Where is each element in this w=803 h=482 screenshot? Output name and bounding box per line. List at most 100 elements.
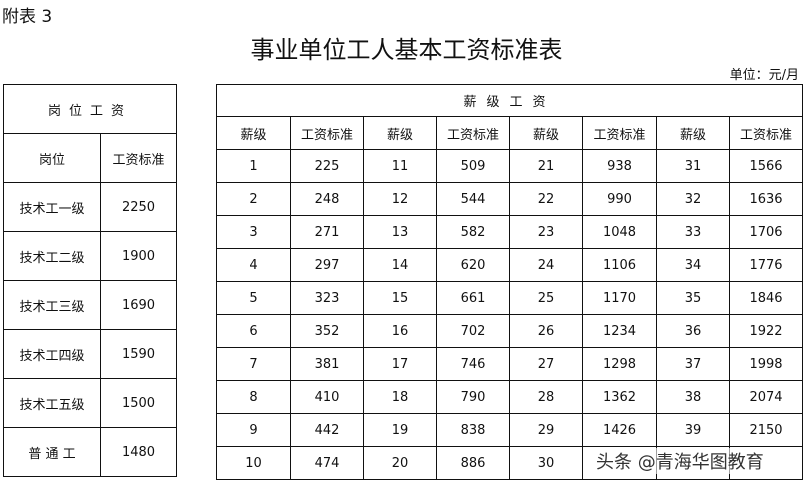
wage-cell: 1998: [729, 347, 803, 381]
grade-cell: 9: [216, 413, 291, 447]
table-row: 技术工四级 1590: [3, 329, 177, 379]
grade-cell: 3: [216, 215, 291, 249]
post-cell: 普 通 工: [3, 427, 101, 477]
wage-cell: 1298: [582, 347, 657, 381]
post-cell: 技术工三级: [3, 280, 101, 330]
grade-cell: 19: [363, 413, 437, 447]
appendix-label: 附表 3: [2, 7, 53, 27]
wage-cell: 1590: [100, 329, 177, 379]
wage-cell: 225: [290, 149, 364, 183]
grade-cell: 35: [656, 281, 730, 315]
page-title: 事业单位工人基本工资标准表: [250, 36, 563, 64]
column-header: 工资标准: [582, 116, 657, 150]
wage-cell: 352: [290, 314, 364, 348]
wage-cell: 1426: [582, 413, 657, 447]
wage-cell: 297: [290, 248, 364, 282]
grade-cell: 18: [363, 380, 437, 414]
table-row: 技术工五级 1500: [3, 378, 177, 428]
wage-cell: 790: [436, 380, 510, 414]
wage-cell: 1566: [729, 149, 803, 183]
wage-cell: 381: [290, 347, 364, 381]
grade-cell: 15: [363, 281, 437, 315]
table-row: 5 323 15 661 25 1170 35 1846: [216, 281, 803, 315]
post-cell: 技术工一级: [3, 182, 101, 232]
wage-cell: 2074: [729, 380, 803, 414]
grade-cell: 37: [656, 347, 730, 381]
column-header: 工资标准: [100, 133, 177, 183]
wage-cell: 1234: [582, 314, 657, 348]
wage-cell: 1362: [582, 380, 657, 414]
column-header: 工资标准: [290, 116, 364, 150]
wage-cell: 582: [436, 215, 510, 249]
wage-cell: 1636: [729, 182, 803, 216]
grade-cell: 11: [363, 149, 437, 183]
column-header: 岗位: [3, 133, 101, 183]
grade-cell: 30: [509, 446, 583, 480]
grade-cell: 2: [216, 182, 291, 216]
column-header: 薪级: [656, 116, 730, 150]
wage-cell: 323: [290, 281, 364, 315]
header-row: 岗位 工资标准: [3, 133, 177, 183]
table-title-row: 薪级工资: [216, 84, 803, 117]
column-header: 工资标准: [729, 116, 803, 150]
grade-cell: 7: [216, 347, 291, 381]
grade-cell: 38: [656, 380, 730, 414]
wage-cell: 990: [582, 182, 657, 216]
table-row: 技术工三级 1690: [3, 280, 177, 330]
wage-cell: 1900: [100, 231, 177, 281]
grade-cell: 10: [216, 446, 291, 480]
grade-cell: 6: [216, 314, 291, 348]
grade-cell: 21: [509, 149, 583, 183]
column-header: 薪级: [216, 116, 291, 150]
wage-cell: 1500: [100, 378, 177, 428]
grade-cell: 33: [656, 215, 730, 249]
watermark: 头条 @青海华图教育: [596, 448, 764, 474]
grade-cell: 39: [656, 413, 730, 447]
column-header: 薪级: [509, 116, 583, 150]
post-wage-table: 岗位工资 岗位 工资标准 技术工一级 2250 技术工二级 1900 技术工三级 1690 技术工…: [3, 84, 177, 477]
table-row: 技术工一级 2250: [3, 182, 177, 232]
table-row: 4 297 14 620 24 1106 34 1776: [216, 248, 803, 282]
wage-cell: 271: [290, 215, 364, 249]
grade-cell: 1: [216, 149, 291, 183]
wage-cell: 2150: [729, 413, 803, 447]
table-row: 2 248 12 544 22 990 32 1636: [216, 182, 803, 216]
wage-cell: 544: [436, 182, 510, 216]
unit-label: 单位：元/月: [729, 68, 799, 83]
post-cell: 技术工五级: [3, 378, 101, 428]
grade-cell: 8: [216, 380, 291, 414]
table-row: 技术工二级 1900: [3, 231, 177, 281]
grade-cell: 22: [509, 182, 583, 216]
wage-cell: 886: [436, 446, 510, 480]
grade-cell: 27: [509, 347, 583, 381]
table-row: 9 442 19 838 29 1426 39 2150: [216, 413, 803, 447]
wage-cell: 410: [290, 380, 364, 414]
wage-cell: 1170: [582, 281, 657, 315]
grade-cell: 31: [656, 149, 730, 183]
grade-cell: 26: [509, 314, 583, 348]
wage-cell: 661: [436, 281, 510, 315]
grade-cell: 23: [509, 215, 583, 249]
wage-cell: 1690: [100, 280, 177, 330]
wage-cell: 938: [582, 149, 657, 183]
header-row: 薪级 工资标准 薪级 工资标准 薪级 工资标准 薪级 工资标准: [216, 116, 803, 150]
wage-cell: 746: [436, 347, 510, 381]
wage-cell: 1922: [729, 314, 803, 348]
table-row: 3 271 13 582 23 1048 33 1706: [216, 215, 803, 249]
grade-cell: 5: [216, 281, 291, 315]
grade-cell: 34: [656, 248, 730, 282]
grade-cell: 4: [216, 248, 291, 282]
table-title: 薪级工资: [216, 84, 803, 117]
grade-cell: 32: [656, 182, 730, 216]
table-row: 6 352 16 702 26 1234 36 1922: [216, 314, 803, 348]
grade-cell: 29: [509, 413, 583, 447]
table-row: 7 381 17 746 27 1298 37 1998: [216, 347, 803, 381]
grade-cell: 24: [509, 248, 583, 282]
grade-cell: 20: [363, 446, 437, 480]
grade-wage-table: 薪级工资 薪级 工资标准 薪级 工资标准 薪级 工资标准 薪级 工资标准 1 225 11 509 21 9…: [216, 84, 803, 480]
wage-cell: 248: [290, 182, 364, 216]
post-cell: 技术工四级: [3, 329, 101, 379]
grade-cell: 16: [363, 314, 437, 348]
post-cell: 技术工二级: [3, 231, 101, 281]
grade-cell: 28: [509, 380, 583, 414]
